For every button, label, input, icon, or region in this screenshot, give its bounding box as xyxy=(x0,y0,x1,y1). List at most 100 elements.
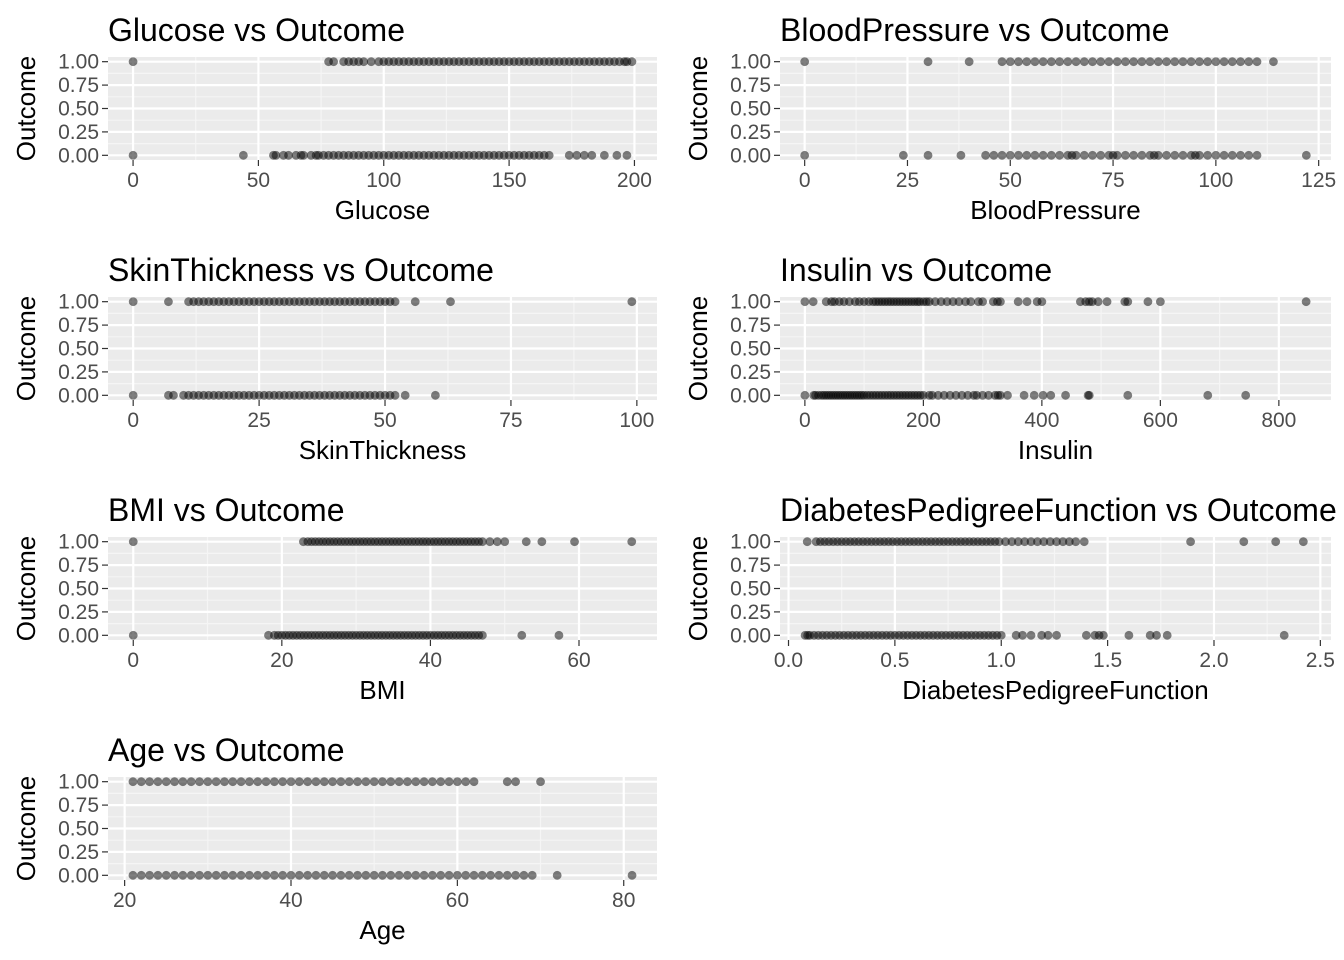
y-axis-title: Outcome xyxy=(683,536,713,642)
data-point xyxy=(552,870,562,880)
x-tick-label: 60 xyxy=(567,649,590,672)
x-tick-label: 200 xyxy=(906,409,941,432)
y-axis-title: Outcome xyxy=(11,776,41,882)
data-point xyxy=(394,777,404,787)
x-tick-label: 0.0 xyxy=(774,649,803,672)
data-point xyxy=(1137,57,1147,67)
y-tick-label: 0.75 xyxy=(58,794,99,817)
data-point xyxy=(238,150,248,160)
x-axis-title: BMI xyxy=(359,675,405,705)
data-point xyxy=(898,150,908,160)
data-point xyxy=(478,537,487,547)
data-point xyxy=(1029,390,1039,400)
data-point xyxy=(344,870,354,880)
y-tick-label: 0.25 xyxy=(730,601,771,624)
data-point xyxy=(195,870,204,880)
data-point xyxy=(1043,630,1053,640)
data-point xyxy=(477,870,487,880)
data-point xyxy=(1038,57,1048,67)
data-point xyxy=(1084,390,1094,400)
data-point xyxy=(964,57,974,67)
data-point xyxy=(1244,57,1254,67)
data-point xyxy=(461,777,471,787)
y-tick-label: 1.00 xyxy=(58,291,99,314)
data-point xyxy=(1046,57,1056,67)
x-axis-title: BloodPressure xyxy=(970,195,1141,225)
data-point xyxy=(271,150,281,160)
data-point xyxy=(1063,57,1073,67)
data-point xyxy=(1129,150,1139,160)
data-point xyxy=(228,870,238,880)
data-point xyxy=(169,390,178,400)
data-point xyxy=(228,777,238,787)
data-point xyxy=(128,150,138,160)
data-point xyxy=(1022,57,1032,67)
y-tick-label: 0.75 xyxy=(730,74,771,97)
y-tick-label: 0.25 xyxy=(730,361,771,384)
y-tick-label: 1.00 xyxy=(58,531,99,554)
data-point xyxy=(1013,297,1023,307)
data-point xyxy=(153,870,163,880)
data-point xyxy=(1022,297,1032,307)
data-point xyxy=(1079,57,1089,67)
x-tick-label: 50 xyxy=(999,169,1022,192)
data-point xyxy=(1298,537,1308,547)
data-point xyxy=(319,870,329,880)
data-point xyxy=(989,150,999,160)
data-point xyxy=(587,150,597,160)
data-point xyxy=(369,870,379,880)
x-tick-label: 100 xyxy=(366,169,401,192)
x-tick-label: 60 xyxy=(446,889,469,912)
data-point xyxy=(178,777,188,787)
y-axis-title: Outcome xyxy=(11,56,41,162)
data-point xyxy=(170,777,179,787)
data-point xyxy=(1019,390,1029,400)
data-point xyxy=(278,777,288,787)
data-point xyxy=(328,870,337,880)
data-point xyxy=(299,150,308,160)
data-point xyxy=(1129,57,1139,67)
data-point xyxy=(1014,57,1023,67)
chart-panel: 0 25 50 75 100 0.000.250.500.751.00 SkinThickn… xyxy=(11,252,657,465)
x-tick-label: 600 xyxy=(1143,409,1178,432)
data-point xyxy=(136,870,146,880)
data-point xyxy=(1121,150,1130,160)
data-point xyxy=(1005,57,1015,67)
data-point xyxy=(128,297,138,307)
y-tick-label: 0.50 xyxy=(730,578,771,601)
chart-title: DiabetesPedigreeFunction vs Outcome xyxy=(780,492,1337,528)
data-point xyxy=(527,870,537,880)
data-point xyxy=(1058,537,1068,547)
data-point xyxy=(572,150,582,160)
data-point xyxy=(286,777,296,787)
x-tick-label: 2.0 xyxy=(1199,649,1228,672)
data-point xyxy=(303,777,313,787)
data-point xyxy=(386,870,396,880)
data-point xyxy=(544,150,554,160)
data-point xyxy=(1203,150,1213,160)
data-point xyxy=(1014,150,1023,160)
data-point xyxy=(161,777,171,787)
x-tick-label: 40 xyxy=(419,649,442,672)
data-point xyxy=(1093,297,1103,307)
data-point xyxy=(436,777,446,787)
data-point xyxy=(153,777,163,787)
data-point xyxy=(517,630,527,640)
data-point xyxy=(245,870,254,880)
data-point xyxy=(1039,537,1049,547)
data-point xyxy=(923,57,933,67)
data-point xyxy=(444,777,454,787)
data-point xyxy=(579,150,589,160)
data-point xyxy=(800,390,810,400)
x-tick-label: 100 xyxy=(1198,169,1233,192)
data-point xyxy=(195,777,204,787)
data-point xyxy=(1155,297,1165,307)
x-axis-title: DiabetesPedigreeFunction xyxy=(902,675,1208,705)
data-point xyxy=(469,870,479,880)
y-tick-label: 0.75 xyxy=(58,314,99,337)
data-point xyxy=(485,537,495,547)
data-point xyxy=(269,777,279,787)
x-tick-label: 40 xyxy=(279,889,302,912)
data-point xyxy=(800,57,810,67)
data-point xyxy=(390,297,400,307)
